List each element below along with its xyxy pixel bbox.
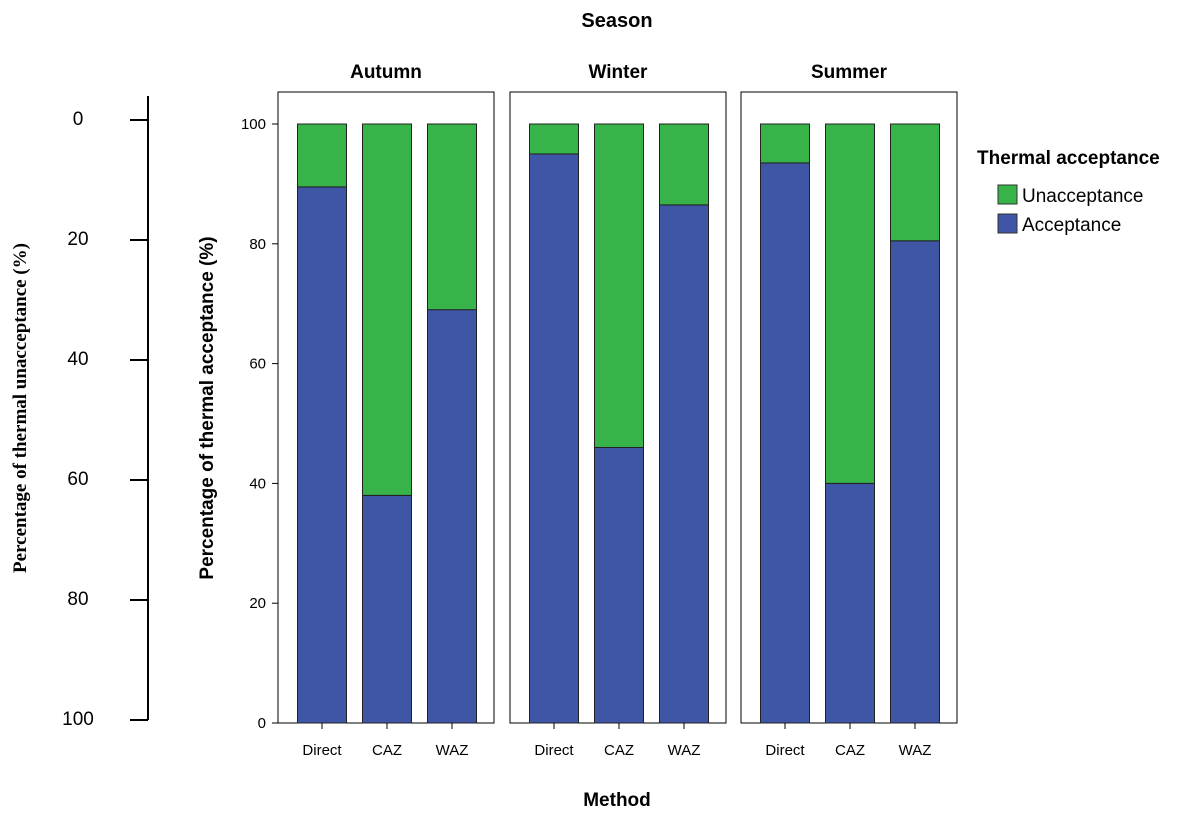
bar-autumn-caz-acceptance xyxy=(362,494,412,724)
panel-autumn: Autumn Direct CAZ WAZ xyxy=(277,62,495,759)
secondary-tick-label-80: 80 xyxy=(67,589,88,610)
secondary-tick-label-0: 0 xyxy=(73,109,84,130)
bar-autumn-direct-acceptance xyxy=(297,186,347,724)
x-tick-label-autumn-waz: WAZ xyxy=(436,742,469,759)
x-tick-label-winter-direct: Direct xyxy=(534,742,574,759)
panel-title-autumn: Autumn xyxy=(350,62,422,83)
bar-summer-direct-unacceptance xyxy=(760,123,810,164)
primary-y-axis: 0 20 40 60 80 100 xyxy=(241,116,279,732)
x-axis-label: Method xyxy=(583,790,651,811)
bar-summer-direct-acceptance xyxy=(760,162,810,724)
x-tick-label-winter-waz: WAZ xyxy=(668,742,701,759)
secondary-y-axis-label: Percentage of thermal unacceptance (%) xyxy=(10,243,31,573)
panel-winter: Winter Direct CAZ WAZ xyxy=(509,62,727,759)
bar-winter-direct-acceptance xyxy=(529,153,579,724)
panel-summer: Summer Direct CAZ WAZ xyxy=(740,62,958,759)
legend-swatch-acceptance xyxy=(997,213,1018,234)
secondary-tick-label-20: 20 xyxy=(67,229,88,250)
panel-title-winter: Winter xyxy=(589,62,649,83)
secondary-tick-label-40: 40 xyxy=(67,349,88,370)
bar-winter-waz-acceptance xyxy=(659,204,709,724)
x-tick-label-autumn-caz: CAZ xyxy=(372,742,402,759)
secondary-tick-label-100: 100 xyxy=(62,709,94,730)
panel-title-summer: Summer xyxy=(811,62,888,83)
bar-autumn-caz-unacceptance xyxy=(362,123,412,496)
x-tick-label-autumn-direct: Direct xyxy=(302,742,342,759)
bar-winter-caz-acceptance xyxy=(594,446,644,724)
x-tick-label-winter-caz: CAZ xyxy=(604,742,634,759)
y-tick-label-100: 100 xyxy=(241,116,266,133)
bar-autumn-waz-unacceptance xyxy=(427,123,477,311)
bar-winter-caz-unacceptance xyxy=(594,123,644,448)
bar-winter-waz-unacceptance xyxy=(659,123,709,206)
bar-autumn-waz-acceptance xyxy=(427,309,477,724)
x-tick-label-summer-direct: Direct xyxy=(765,742,805,759)
y-tick-label-20: 20 xyxy=(249,595,266,612)
x-tick-label-summer-caz: CAZ xyxy=(835,742,865,759)
y-tick-label-80: 80 xyxy=(249,236,266,253)
chart-title: Season xyxy=(581,10,652,32)
bar-summer-waz-unacceptance xyxy=(890,123,940,242)
x-tick-label-summer-waz: WAZ xyxy=(899,742,932,759)
legend-label-acceptance: Acceptance xyxy=(1022,215,1121,236)
legend-title: Thermal acceptance xyxy=(977,148,1160,169)
y-tick-label-60: 60 xyxy=(249,356,266,373)
legend-swatch-unacceptance xyxy=(997,184,1018,205)
bar-summer-caz-acceptance xyxy=(825,482,875,724)
bar-winter-direct-unacceptance xyxy=(529,123,579,155)
secondary-axis: 0 20 40 60 80 100 xyxy=(62,96,149,730)
y-axis-label: Percentage of thermal acceptance (%) xyxy=(197,236,218,579)
bar-summer-waz-acceptance xyxy=(890,240,940,724)
legend-label-unacceptance: Unacceptance xyxy=(1022,186,1143,207)
bar-summer-caz-unacceptance xyxy=(825,123,875,484)
y-tick-label-40: 40 xyxy=(249,475,266,492)
bar-autumn-direct-unacceptance xyxy=(297,123,347,188)
legend: Thermal acceptance Unacceptance Acceptan… xyxy=(977,148,1160,236)
secondary-tick-label-60: 60 xyxy=(67,469,88,490)
y-tick-label-0: 0 xyxy=(258,715,266,732)
